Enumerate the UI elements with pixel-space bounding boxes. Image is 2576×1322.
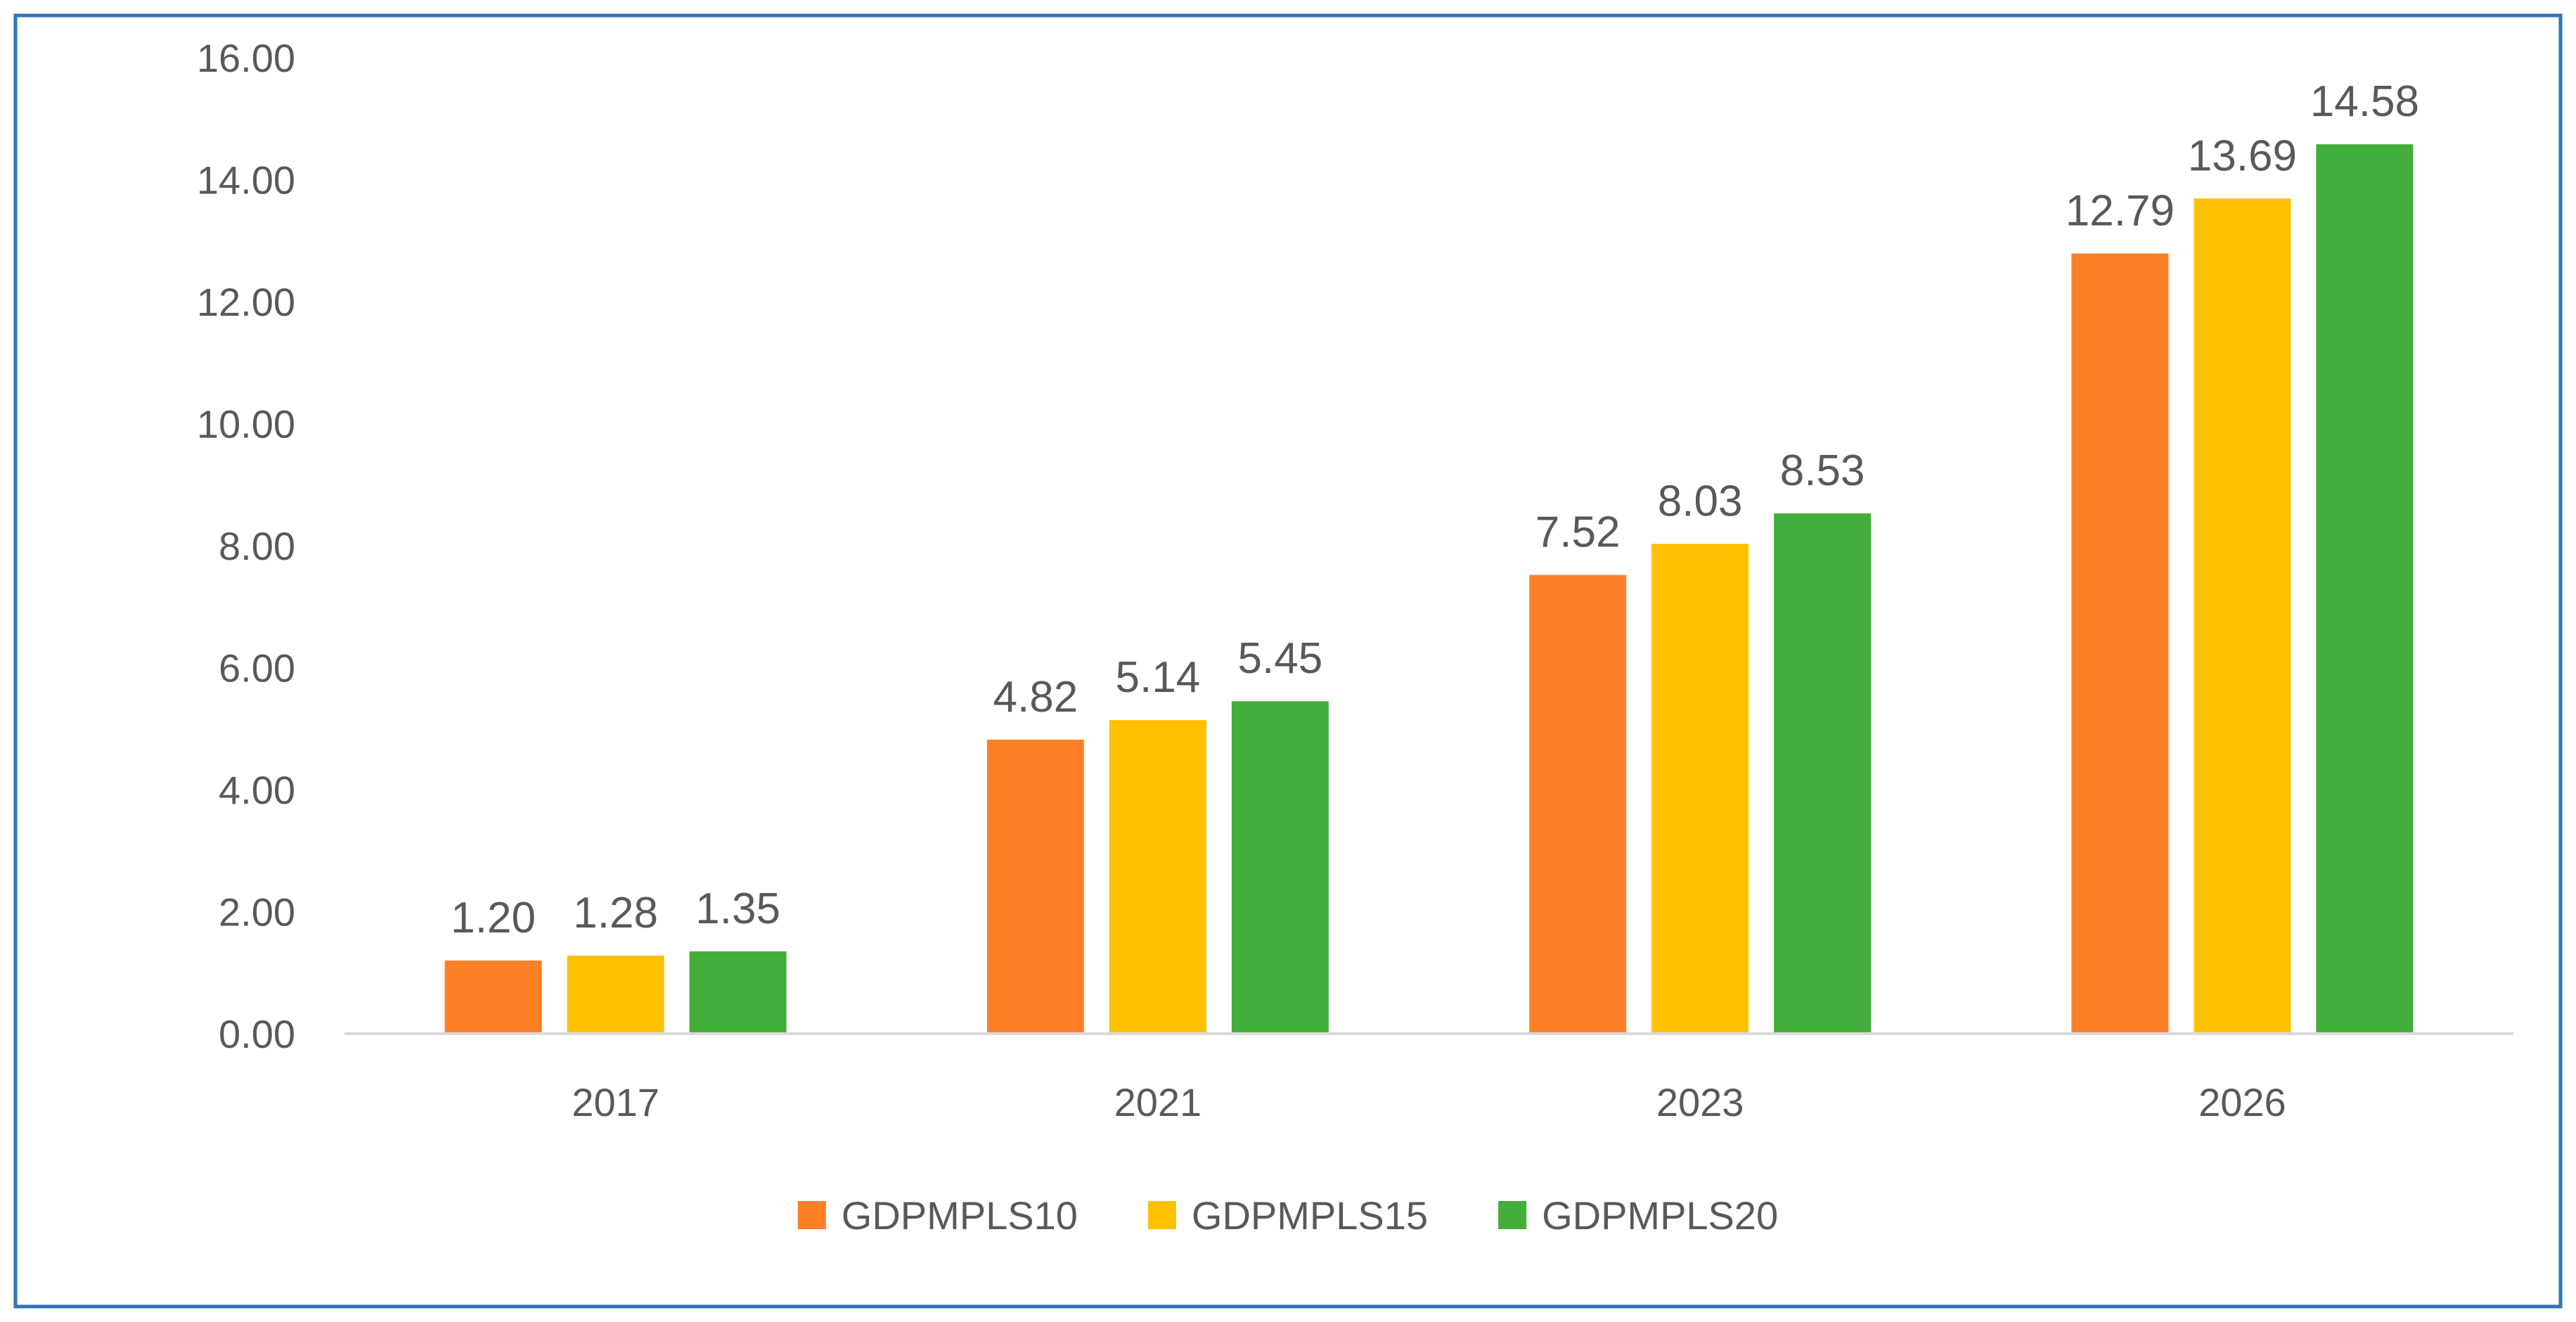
bars-group xyxy=(444,144,2414,1034)
data-label-gdpmpls20-2023: 8.53 xyxy=(1780,447,1865,495)
bar-gdpmpls10-2021 xyxy=(986,739,1084,1034)
y-tick-label: 4.00 xyxy=(219,768,295,812)
data-label-gdpmpls10-2023: 7.52 xyxy=(1535,508,1621,557)
data-label-gdpmpls10-2026: 12.79 xyxy=(2066,186,2175,235)
y-tick-label: 14.00 xyxy=(197,158,295,203)
x-tick-label: 2023 xyxy=(1656,1080,1744,1124)
data-label-gdpmpls10-2021: 4.82 xyxy=(993,673,1078,721)
data-label-gdpmpls15-2017: 1.28 xyxy=(573,889,658,937)
bar-gdpmpls20-2023 xyxy=(1774,513,1872,1034)
bar-gdpmpls15-2026 xyxy=(2194,198,2291,1034)
x-axis-ticks: 2017 2021 2023 2026 xyxy=(572,1080,2286,1124)
x-tick-label: 2026 xyxy=(2198,1080,2286,1124)
data-label-gdpmpls20-2021: 5.45 xyxy=(1238,634,1323,683)
y-tick-label: 0.00 xyxy=(219,1012,295,1056)
legend-label-gdpmpls15: GDPMPLS15 xyxy=(1192,1193,1428,1238)
data-labels-group: 1.20 1.28 1.35 4.82 5.14 5.45 7.52 8.03 8.53 12.7… xyxy=(451,77,2419,942)
y-tick-label: 2.00 xyxy=(219,890,295,935)
data-label-gdpmpls15-2026: 13.69 xyxy=(2188,131,2297,180)
bar-gdpmpls10-2017 xyxy=(444,960,542,1034)
y-tick-label: 16.00 xyxy=(197,36,295,80)
bar-gdpmpls10-2023 xyxy=(1529,575,1627,1034)
bar-gdpmpls15-2017 xyxy=(567,955,664,1034)
legend-label-gdpmpls20: GDPMPLS20 xyxy=(1542,1193,1778,1238)
legend-label-gdpmpls10: GDPMPLS10 xyxy=(842,1193,1078,1238)
bar-gdpmpls20-2021 xyxy=(1231,701,1329,1034)
legend: GDPMPLS10 GDPMPLS15 GDPMPLS20 xyxy=(797,1193,1778,1238)
y-tick-label: 6.00 xyxy=(219,646,295,691)
data-label-gdpmpls10-2017: 1.20 xyxy=(451,894,536,942)
y-tick-label: 12.00 xyxy=(197,280,295,324)
y-axis-ticks: 0.00 2.00 4.00 6.00 8.00 10.00 12.00 14.00 16.00 xyxy=(197,36,295,1056)
data-label-gdpmpls20-2017: 1.35 xyxy=(695,885,780,933)
bar-gdpmpls10-2026 xyxy=(2071,253,2169,1034)
data-label-gdpmpls20-2026: 14.58 xyxy=(2310,77,2419,126)
bar-gdpmpls15-2021 xyxy=(1109,720,1206,1034)
bar-gdpmpls20-2017 xyxy=(689,951,787,1034)
legend-swatch-gdpmpls10 xyxy=(797,1201,826,1229)
legend-swatch-gdpmpls20 xyxy=(1498,1201,1527,1229)
data-label-gdpmpls15-2021: 5.14 xyxy=(1116,653,1201,702)
y-tick-label: 8.00 xyxy=(219,524,295,568)
x-tick-label: 2017 xyxy=(572,1080,659,1124)
bar-gdpmpls15-2023 xyxy=(1651,544,1749,1034)
bar-gdpmpls20-2026 xyxy=(2316,144,2414,1034)
data-label-gdpmpls15-2023: 8.03 xyxy=(1658,477,1743,525)
x-tick-label: 2021 xyxy=(1114,1080,1202,1124)
legend-swatch-gdpmpls15 xyxy=(1147,1201,1176,1229)
y-tick-label: 10.00 xyxy=(197,402,295,447)
